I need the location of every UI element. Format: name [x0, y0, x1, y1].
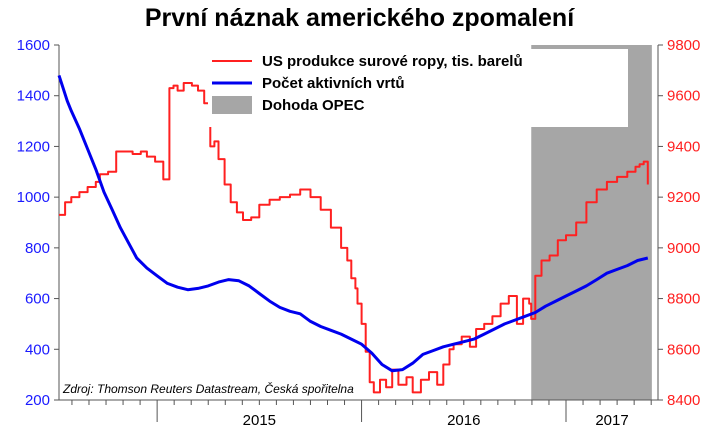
axes: 200 400 600 800 1000 1200 1400 1600 8400 8600 8800… — [17, 37, 701, 429]
right-tick-label: 9000 — [667, 240, 700, 257]
chart-title: První náznak amerického zpomalení — [144, 4, 575, 32]
x-tick-label: 2017 — [595, 412, 628, 429]
right-tick-label: 9400 — [667, 138, 700, 155]
right-tick-label: 9200 — [667, 189, 700, 206]
legend-entry-label: Dohoda OPEC — [262, 97, 365, 114]
left-tick-label: 600 — [25, 291, 50, 308]
legend: US produkce surové ropy, tis. barelů Poče… — [208, 49, 628, 127]
rig-count-line — [57, 74, 649, 373]
source-note: Zdroj: Thomson Reuters Datastream, Česká… — [62, 381, 354, 396]
legend-entry-label: Počet aktivních vrtů — [262, 75, 405, 92]
left-tick-label: 1200 — [17, 138, 50, 155]
left-tick-label: 800 — [25, 240, 50, 257]
x-tick-label: 2015 — [243, 412, 276, 429]
right-tick-label: 8800 — [667, 291, 700, 308]
left-tick-label: 200 — [25, 392, 50, 409]
oil-production-line — [59, 82, 649, 394]
left-tick-label: 1600 — [17, 37, 50, 54]
right-tick-label: 9600 — [667, 88, 700, 105]
left-tick-label: 1400 — [17, 88, 50, 105]
left-tick-label: 400 — [25, 341, 50, 358]
right-tick-label: 9800 — [667, 37, 700, 54]
left-tick-label: 1000 — [17, 189, 50, 206]
legend-background — [208, 49, 628, 127]
right-tick-label: 8600 — [667, 341, 700, 358]
x-tick-label: 2016 — [447, 412, 480, 429]
legend-swatch — [212, 96, 252, 114]
legend-entry-label: US produkce surové ropy, tis. barelů — [262, 53, 523, 70]
series-layer — [57, 74, 649, 394]
right-tick-label: 8400 — [667, 392, 700, 409]
